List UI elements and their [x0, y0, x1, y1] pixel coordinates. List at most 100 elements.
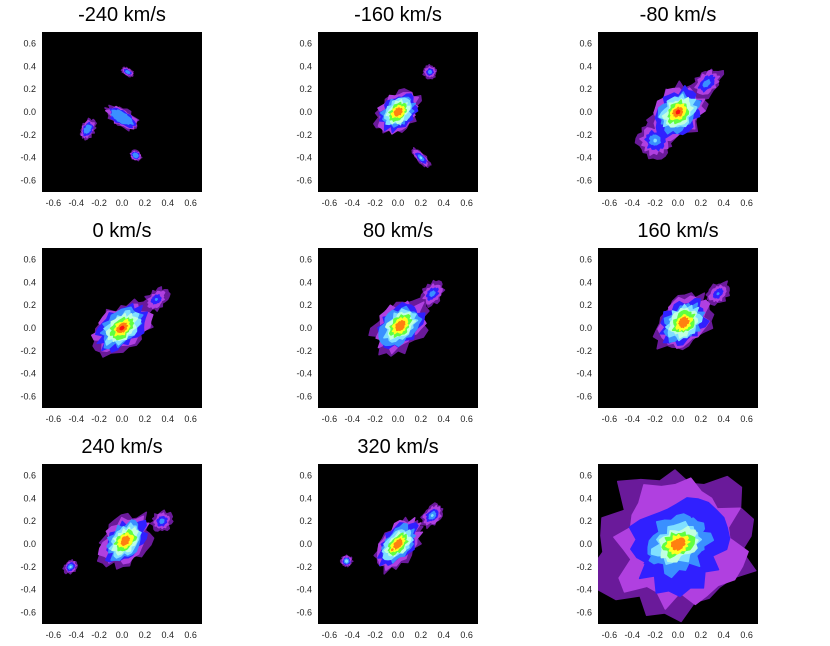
x-tick-label: 0.2	[415, 630, 428, 640]
channel-panel: 0.6 0.4 0.2 0.0 -0.2 -0.4 -0.6 -0.6 -0.4 -0.2 0.0 0…	[556, 432, 816, 642]
x-tick-label: -0.6	[46, 414, 62, 424]
y-tick-label: -0.4	[296, 369, 312, 379]
channel-panel: -80 km/s 0.6 0.4 0.2 0.0 -0.2 -0.4 -0.6 -0.6 -0.4…	[556, 0, 816, 210]
x-tick-label: 0.4	[161, 198, 174, 208]
contour-level-5	[653, 138, 658, 143]
y-tick-label: -0.6	[20, 608, 36, 618]
emission-layers	[339, 502, 444, 575]
x-tick-label: -0.6	[602, 414, 618, 424]
contour-level-10	[119, 325, 125, 331]
panel-title: -160 km/s	[354, 4, 442, 26]
contour-level-4	[110, 109, 134, 125]
y-tick-label: 0.0	[299, 323, 312, 333]
y-tick-label: -0.4	[20, 369, 36, 379]
x-tick-label: -0.2	[367, 414, 383, 424]
x-tick-label: 0.6	[740, 414, 753, 424]
intensity-map: 0.6 0.4 0.2 0.0 -0.2 -0.4 -0.6 -0.6 -0.4 -0.2 0.0 0…	[296, 464, 478, 640]
x-tick-label: -0.4	[345, 414, 361, 424]
intensity-map: 0.6 0.4 0.2 0.0 -0.2 -0.4 -0.6 -0.6 -0.4 -0.2 0.0 0…	[576, 464, 758, 640]
x-tick-label: 0.2	[139, 198, 152, 208]
y-tick-label: 0.2	[299, 516, 312, 526]
intensity-map: 0.6 0.4 0.2 0.0 -0.2 -0.4 -0.6 -0.6 -0.4 -0.2 0.0 0…	[576, 32, 758, 208]
y-tick-label: 0.4	[23, 61, 36, 71]
channel-panel: 0 km/s 0.6 0.4 0.2 0.0 -0.2 -0.4 -0.6 -0.6 -0.4 -0…	[0, 216, 260, 426]
x-tick-label: -0.6	[322, 630, 338, 640]
y-tick-label: 0.2	[579, 516, 592, 526]
y-tick-label: 0.2	[299, 300, 312, 310]
x-tick-label: 0.6	[184, 198, 197, 208]
contour-level-10	[675, 109, 681, 115]
y-tick-label: 0.0	[23, 539, 36, 549]
y-tick-label: -0.4	[20, 585, 36, 595]
emission-layers	[62, 509, 174, 575]
y-tick-label: -0.6	[576, 392, 592, 402]
y-tick-label: 0.4	[299, 277, 312, 287]
x-tick-label: -0.2	[91, 414, 107, 424]
y-tick-label: 0.4	[299, 61, 312, 71]
channel-panel: -160 km/s 0.6 0.4 0.2 0.0 -0.2 -0.4 -0.6 -0.6 -0.…	[276, 0, 536, 210]
y-tick-label: 0.2	[299, 84, 312, 94]
x-tick-label: 0.2	[415, 414, 428, 424]
y-tick-label: 0.2	[579, 84, 592, 94]
emission-layers	[652, 280, 730, 351]
y-tick-label: 0.6	[579, 38, 592, 48]
x-tick-label: 0.2	[695, 414, 708, 424]
y-tick-label: 0.6	[23, 38, 36, 48]
x-tick-label: -0.2	[647, 630, 663, 640]
x-tick-label: 0.6	[460, 198, 473, 208]
x-tick-label: 0.0	[672, 414, 685, 424]
y-tick-label: 0.4	[579, 61, 592, 71]
y-tick-label: -0.2	[20, 346, 36, 356]
contour-level-4	[702, 79, 711, 88]
intensity-map: 0.6 0.4 0.2 0.0 -0.2 -0.4 -0.6 -0.6 -0.4 -0.2 0.0 0…	[20, 32, 202, 208]
y-tick-label: -0.4	[296, 153, 312, 163]
y-tick-label: -0.6	[296, 608, 312, 618]
panel-title: 80 km/s	[362, 220, 434, 242]
y-tick-label: 0.2	[23, 84, 36, 94]
y-tick-label: 0.6	[23, 470, 36, 480]
x-tick-label: 0.4	[717, 630, 730, 640]
y-tick-label: 0.2	[23, 300, 36, 310]
emission-layers	[368, 279, 446, 357]
x-tick-label: 0.6	[740, 198, 753, 208]
y-tick-label: -0.2	[576, 562, 592, 572]
x-tick-label: 0.0	[116, 198, 129, 208]
x-tick-label: -0.4	[69, 198, 85, 208]
y-tick-label: 0.2	[23, 516, 36, 526]
contour-level-5	[430, 513, 434, 517]
x-tick-label: 0.4	[437, 630, 450, 640]
emission-layers	[79, 66, 143, 162]
intensity-map: 0.6 0.4 0.2 0.0 -0.2 -0.4 -0.6 -0.6 -0.4 -0.2 0.0 0…	[296, 248, 478, 424]
x-tick-label: 0.0	[672, 198, 685, 208]
x-tick-label: 0.4	[717, 414, 730, 424]
emission-layers	[91, 286, 171, 358]
y-tick-label: -0.6	[20, 392, 36, 402]
y-tick-label: 0.0	[299, 539, 312, 549]
y-tick-label: 0.4	[579, 277, 592, 287]
x-tick-label: -0.4	[69, 630, 85, 640]
x-tick-label: -0.4	[345, 630, 361, 640]
panel-title: -240 km/s	[78, 4, 166, 26]
channel-panel: 320 km/s 0.6 0.4 0.2 0.0 -0.2 -0.4 -0.6 -0.6 -0.4…	[276, 432, 536, 642]
panel-title: 320 km/s	[357, 436, 439, 458]
contour-level-4	[429, 290, 436, 298]
x-tick-label: -0.2	[647, 198, 663, 208]
y-tick-label: 0.4	[579, 493, 592, 503]
contour-level-4	[154, 297, 158, 301]
x-tick-label: 0.0	[392, 414, 405, 424]
channel-panel: -240 km/s 0.6 0.4 0.2 0.0 -0.2 -0.4 -0.6 -0.6 -0.…	[0, 0, 260, 210]
y-tick-label: -0.4	[576, 153, 592, 163]
intensity-map: 0.6 0.4 0.2 0.0 -0.2 -0.4 -0.6 -0.6 -0.4 -0.2 0.0 0…	[296, 32, 478, 208]
y-tick-label: -0.2	[296, 130, 312, 140]
y-tick-label: -0.6	[296, 392, 312, 402]
contour-level-4	[132, 152, 139, 159]
panel-title: 0 km/s	[92, 220, 152, 242]
contour-level-9	[120, 535, 131, 547]
y-tick-label: -0.2	[296, 346, 312, 356]
x-tick-label: -0.4	[625, 198, 641, 208]
y-tick-label: 0.0	[299, 107, 312, 117]
contour-level-4	[427, 69, 432, 75]
x-tick-label: 0.2	[695, 198, 708, 208]
y-tick-label: 0.0	[579, 107, 592, 117]
